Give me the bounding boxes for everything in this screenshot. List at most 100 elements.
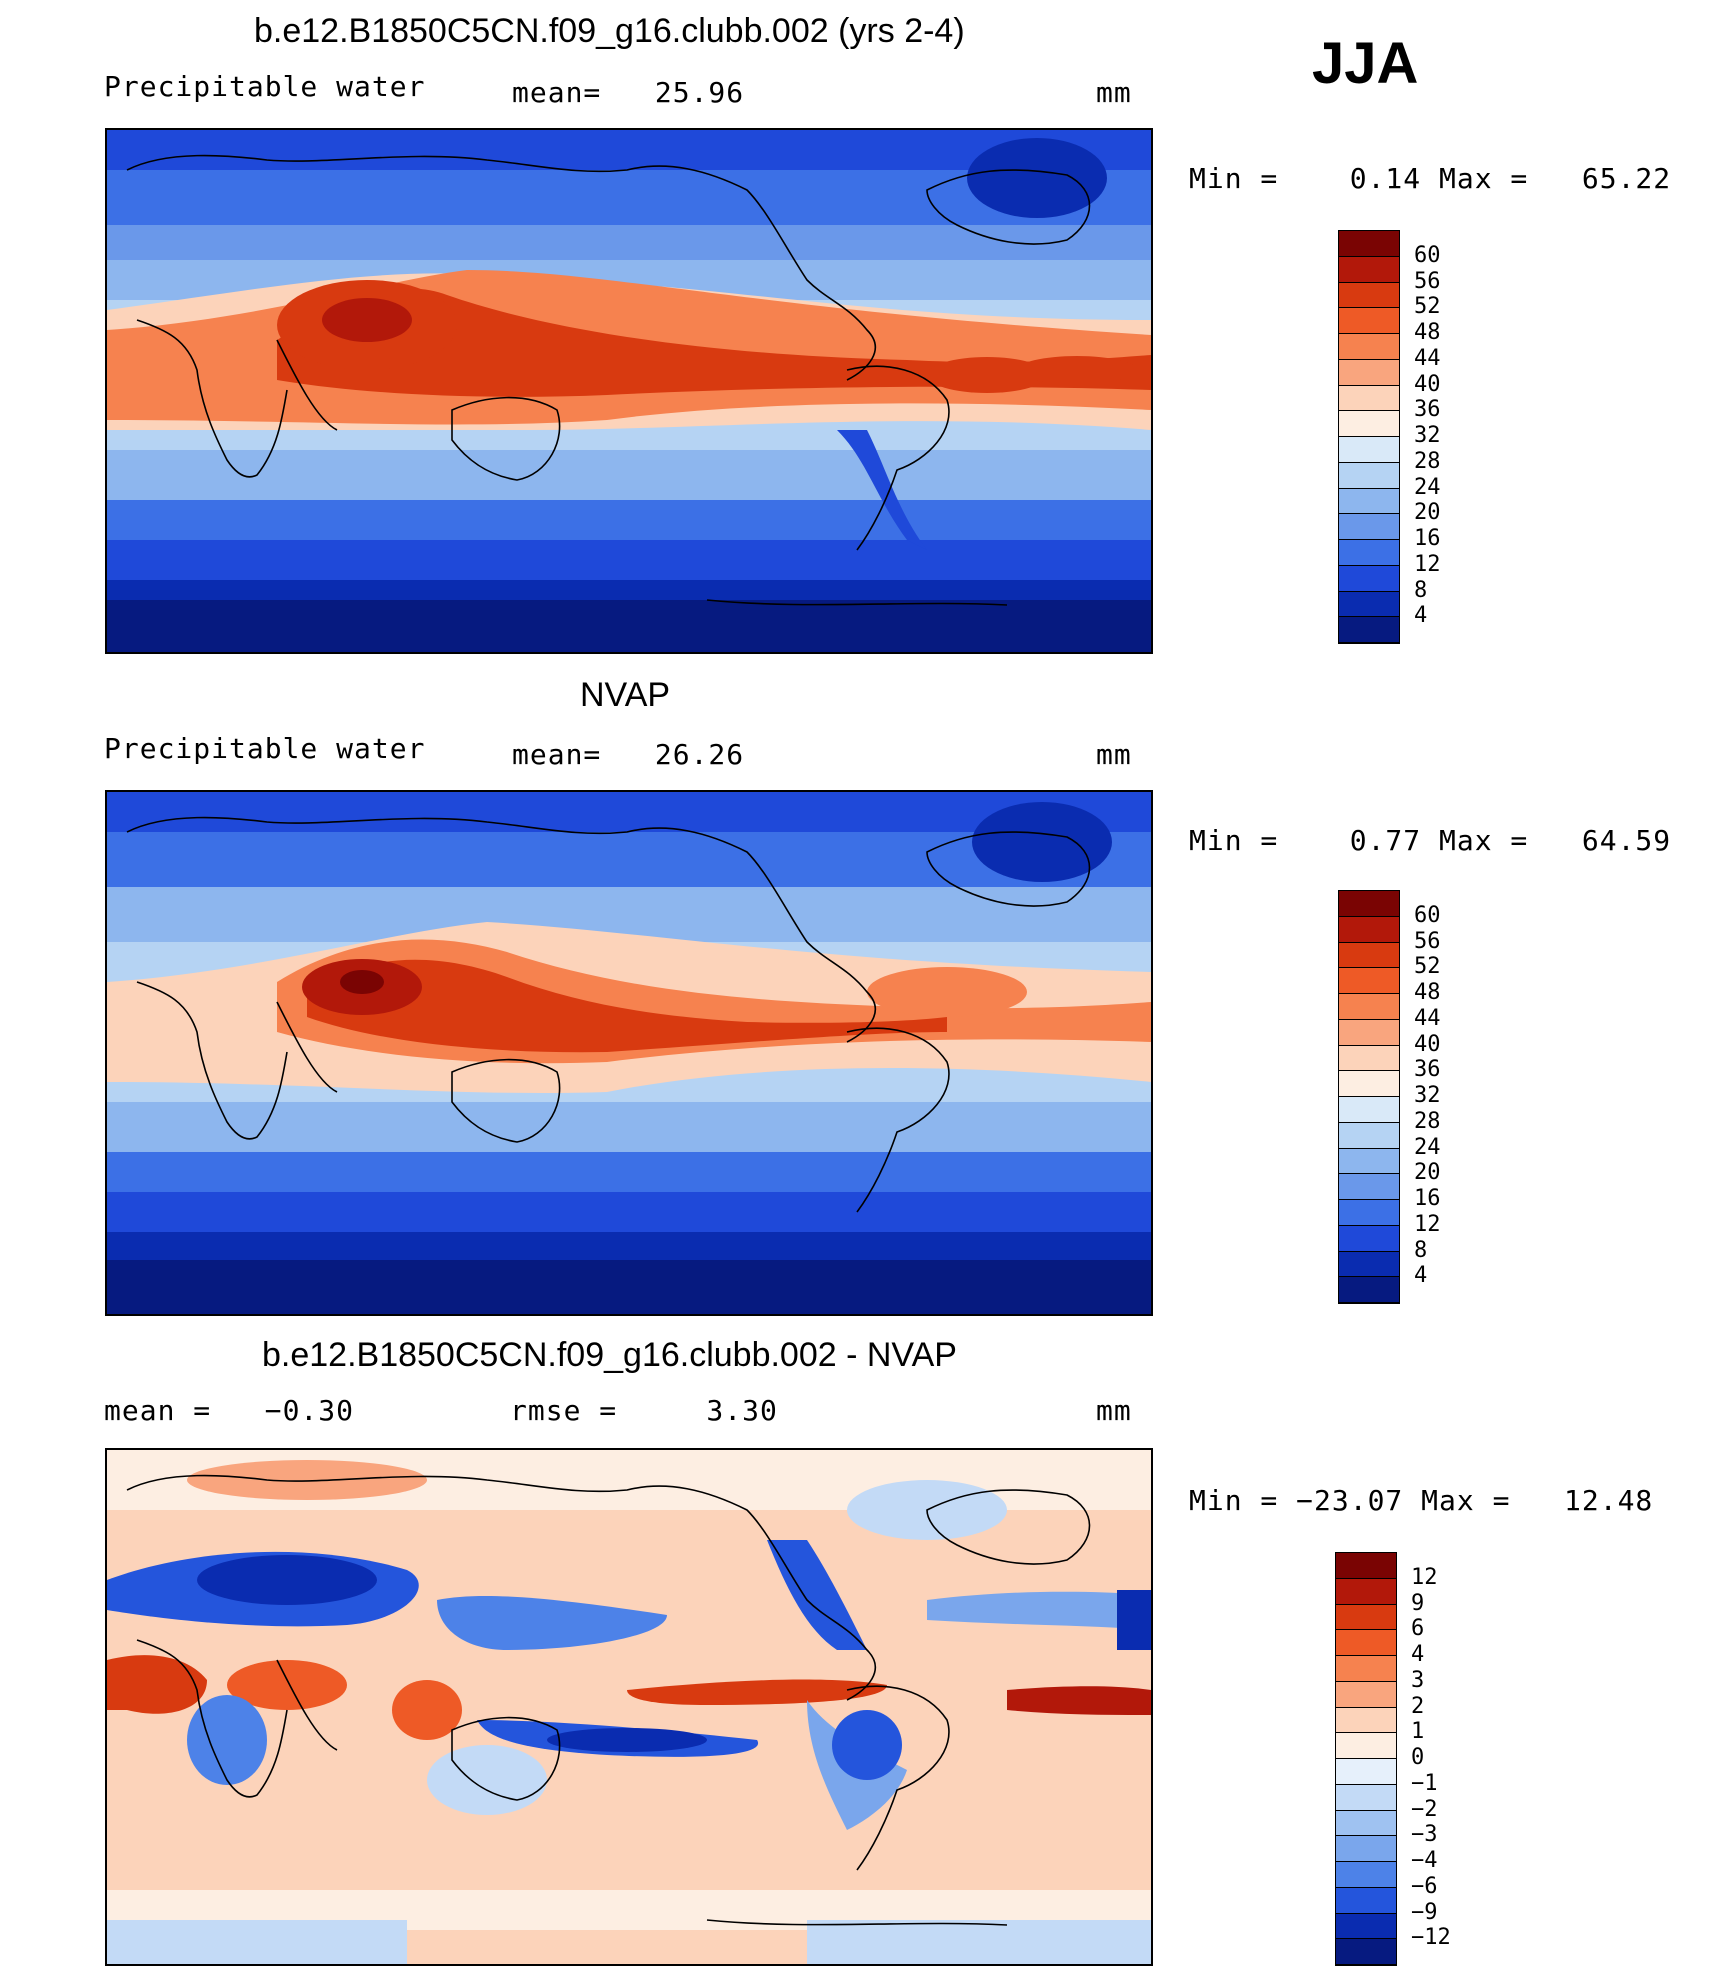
colorbar-segment (1339, 591, 1399, 618)
colorbar-tick-label: 16 (1414, 1186, 1441, 1211)
colorbar-tick-label: −4 (1411, 1848, 1438, 1873)
colorbar-tick-label: 48 (1414, 980, 1441, 1005)
colorbar-segment (1339, 1071, 1399, 1097)
colorbar-segment (1336, 1707, 1396, 1734)
colorbar-segment (1339, 334, 1399, 360)
panel-diff-mean-label: mean = −0.30 (104, 1394, 355, 1427)
colorbar-segment (1339, 1277, 1399, 1303)
colorbar-segment (1339, 916, 1399, 943)
colorbar-segment (1336, 1913, 1396, 1940)
panel-obs-map (105, 790, 1153, 1316)
panel-obs-mean-label: mean= 26.26 (512, 738, 745, 771)
panel-diff-title: b.e12.B1850C5CN.f09_g16.clubb.002 - NVAP (262, 1336, 957, 1374)
colorbar-tick-label: −2 (1411, 1796, 1438, 1822)
colorbar-segment (1336, 1681, 1396, 1708)
colorbar-segment (1336, 1810, 1396, 1837)
colorbar-segment (1336, 1862, 1396, 1888)
panel-diff-units: mm (1096, 1394, 1132, 1427)
colorbar-tick-label: 6 (1411, 1616, 1425, 1642)
colorbar-tick-label: 8 (1414, 577, 1428, 603)
colorbar-tick-label: 3 (1411, 1667, 1425, 1693)
panel-obs-minmax: Min = 0.77 Max = 64.59 (1189, 824, 1672, 857)
colorbar-tick-label: 44 (1414, 345, 1441, 371)
colorbar-segment (1339, 891, 1399, 917)
colorbar-tick-label: 12 (1414, 1211, 1441, 1237)
colorbar-tick-label: 60 (1414, 242, 1441, 268)
panel-obs-units: mm (1096, 738, 1132, 771)
colorbar-segment (1339, 282, 1399, 309)
colorbar-segment (1339, 1097, 1399, 1123)
panel-diff-map (105, 1448, 1153, 1966)
colorbar-tick-label: 56 (1414, 928, 1441, 954)
colorbar-segment (1336, 1553, 1396, 1579)
colorbar-segment (1339, 540, 1399, 566)
colorbar-segment (1339, 462, 1399, 489)
colorbar-segment (1339, 942, 1399, 969)
colorbar-segment (1339, 488, 1399, 515)
colorbar-segment (1339, 617, 1399, 643)
colorbar-tick-label: 48 (1414, 320, 1441, 345)
colorbar-tick-label: 32 (1414, 423, 1441, 448)
colorbar-segment (1339, 968, 1399, 994)
panel-obs-variable-label: Precipitable water (104, 732, 426, 765)
colorbar-segment (1339, 1148, 1399, 1175)
colorbar-segment (1336, 1630, 1396, 1656)
colorbar-segment (1336, 1939, 1396, 1965)
panel-model-variable-label: Precipitable water (104, 70, 426, 103)
colorbar-segment (1339, 231, 1399, 257)
colorbar-tick-label: 24 (1414, 1134, 1441, 1160)
colorbar-tick-label: 4 (1411, 1642, 1425, 1667)
colorbar-segment (1339, 1200, 1399, 1226)
season-label: JJA (1312, 31, 1419, 96)
colorbar-segment (1339, 1251, 1399, 1278)
colorbar-tick-label: −3 (1411, 1822, 1438, 1848)
colorbar-segment (1336, 1656, 1396, 1682)
colorbar-tick-label: 24 (1414, 474, 1441, 500)
panel-diff-colorbar (1335, 1552, 1397, 1966)
colorbar-tick-label: 40 (1414, 1031, 1441, 1057)
panel-model-colorbar (1338, 230, 1400, 644)
colorbar-segment (1339, 994, 1399, 1020)
colorbar-tick-label: 4 (1414, 603, 1428, 629)
colorbar-segment (1336, 1887, 1396, 1914)
colorbar-tick-label: 40 (1414, 371, 1441, 397)
colorbar-tick-label: 56 (1414, 268, 1441, 294)
colorbar-segment (1339, 514, 1399, 540)
colorbar-segment (1339, 437, 1399, 463)
colorbar-tick-label: 12 (1411, 1564, 1438, 1590)
colorbar-segment (1339, 256, 1399, 283)
colorbar-tick-label: 4 (1414, 1263, 1428, 1289)
colorbar-segment (1336, 1784, 1396, 1811)
colorbar-segment (1339, 1045, 1399, 1072)
colorbar-segment (1336, 1836, 1396, 1862)
colorbar-tick-label: 52 (1414, 954, 1441, 980)
colorbar-tick-label: 2 (1411, 1693, 1425, 1719)
colorbar-segment (1339, 1019, 1399, 1046)
colorbar-tick-label: −6 (1411, 1873, 1438, 1899)
colorbar-tick-label: 16 (1414, 526, 1441, 551)
panel-model-units: mm (1096, 76, 1132, 109)
colorbar-tick-label: −12 (1411, 1925, 1451, 1951)
colorbar-tick-label: 60 (1414, 902, 1441, 928)
panel-obs-colorbar (1338, 890, 1400, 1304)
colorbar-tick-label: 12 (1414, 551, 1441, 577)
colorbar-tick-label: 20 (1414, 500, 1441, 526)
colorbar-tick-label: 1 (1411, 1719, 1425, 1745)
colorbar-segment (1339, 359, 1399, 386)
colorbar-tick-label: 52 (1414, 294, 1441, 320)
colorbar-segment (1339, 411, 1399, 437)
colorbar-tick-label: 36 (1414, 1057, 1441, 1083)
panel-model-title: b.e12.B1850C5CN.f09_g16.clubb.002 (yrs 2… (254, 12, 965, 50)
panel-diff-rmse-label: rmse = 3.30 (510, 1394, 778, 1427)
colorbar-segment (1339, 308, 1399, 334)
colorbar-tick-label: 8 (1414, 1237, 1428, 1263)
colorbar-segment (1339, 565, 1399, 592)
colorbar-segment (1339, 385, 1399, 412)
colorbar-segment (1336, 1604, 1396, 1631)
panel-diff-minmax: Min = −23.07 Max = 12.48 (1189, 1484, 1654, 1517)
colorbar-segment (1336, 1578, 1396, 1605)
colorbar-tick-label: 44 (1414, 1005, 1441, 1031)
colorbar-tick-label: 0 (1411, 1745, 1425, 1770)
panel-obs-title: NVAP (580, 676, 671, 714)
colorbar-tick-label: 9 (1411, 1590, 1425, 1616)
